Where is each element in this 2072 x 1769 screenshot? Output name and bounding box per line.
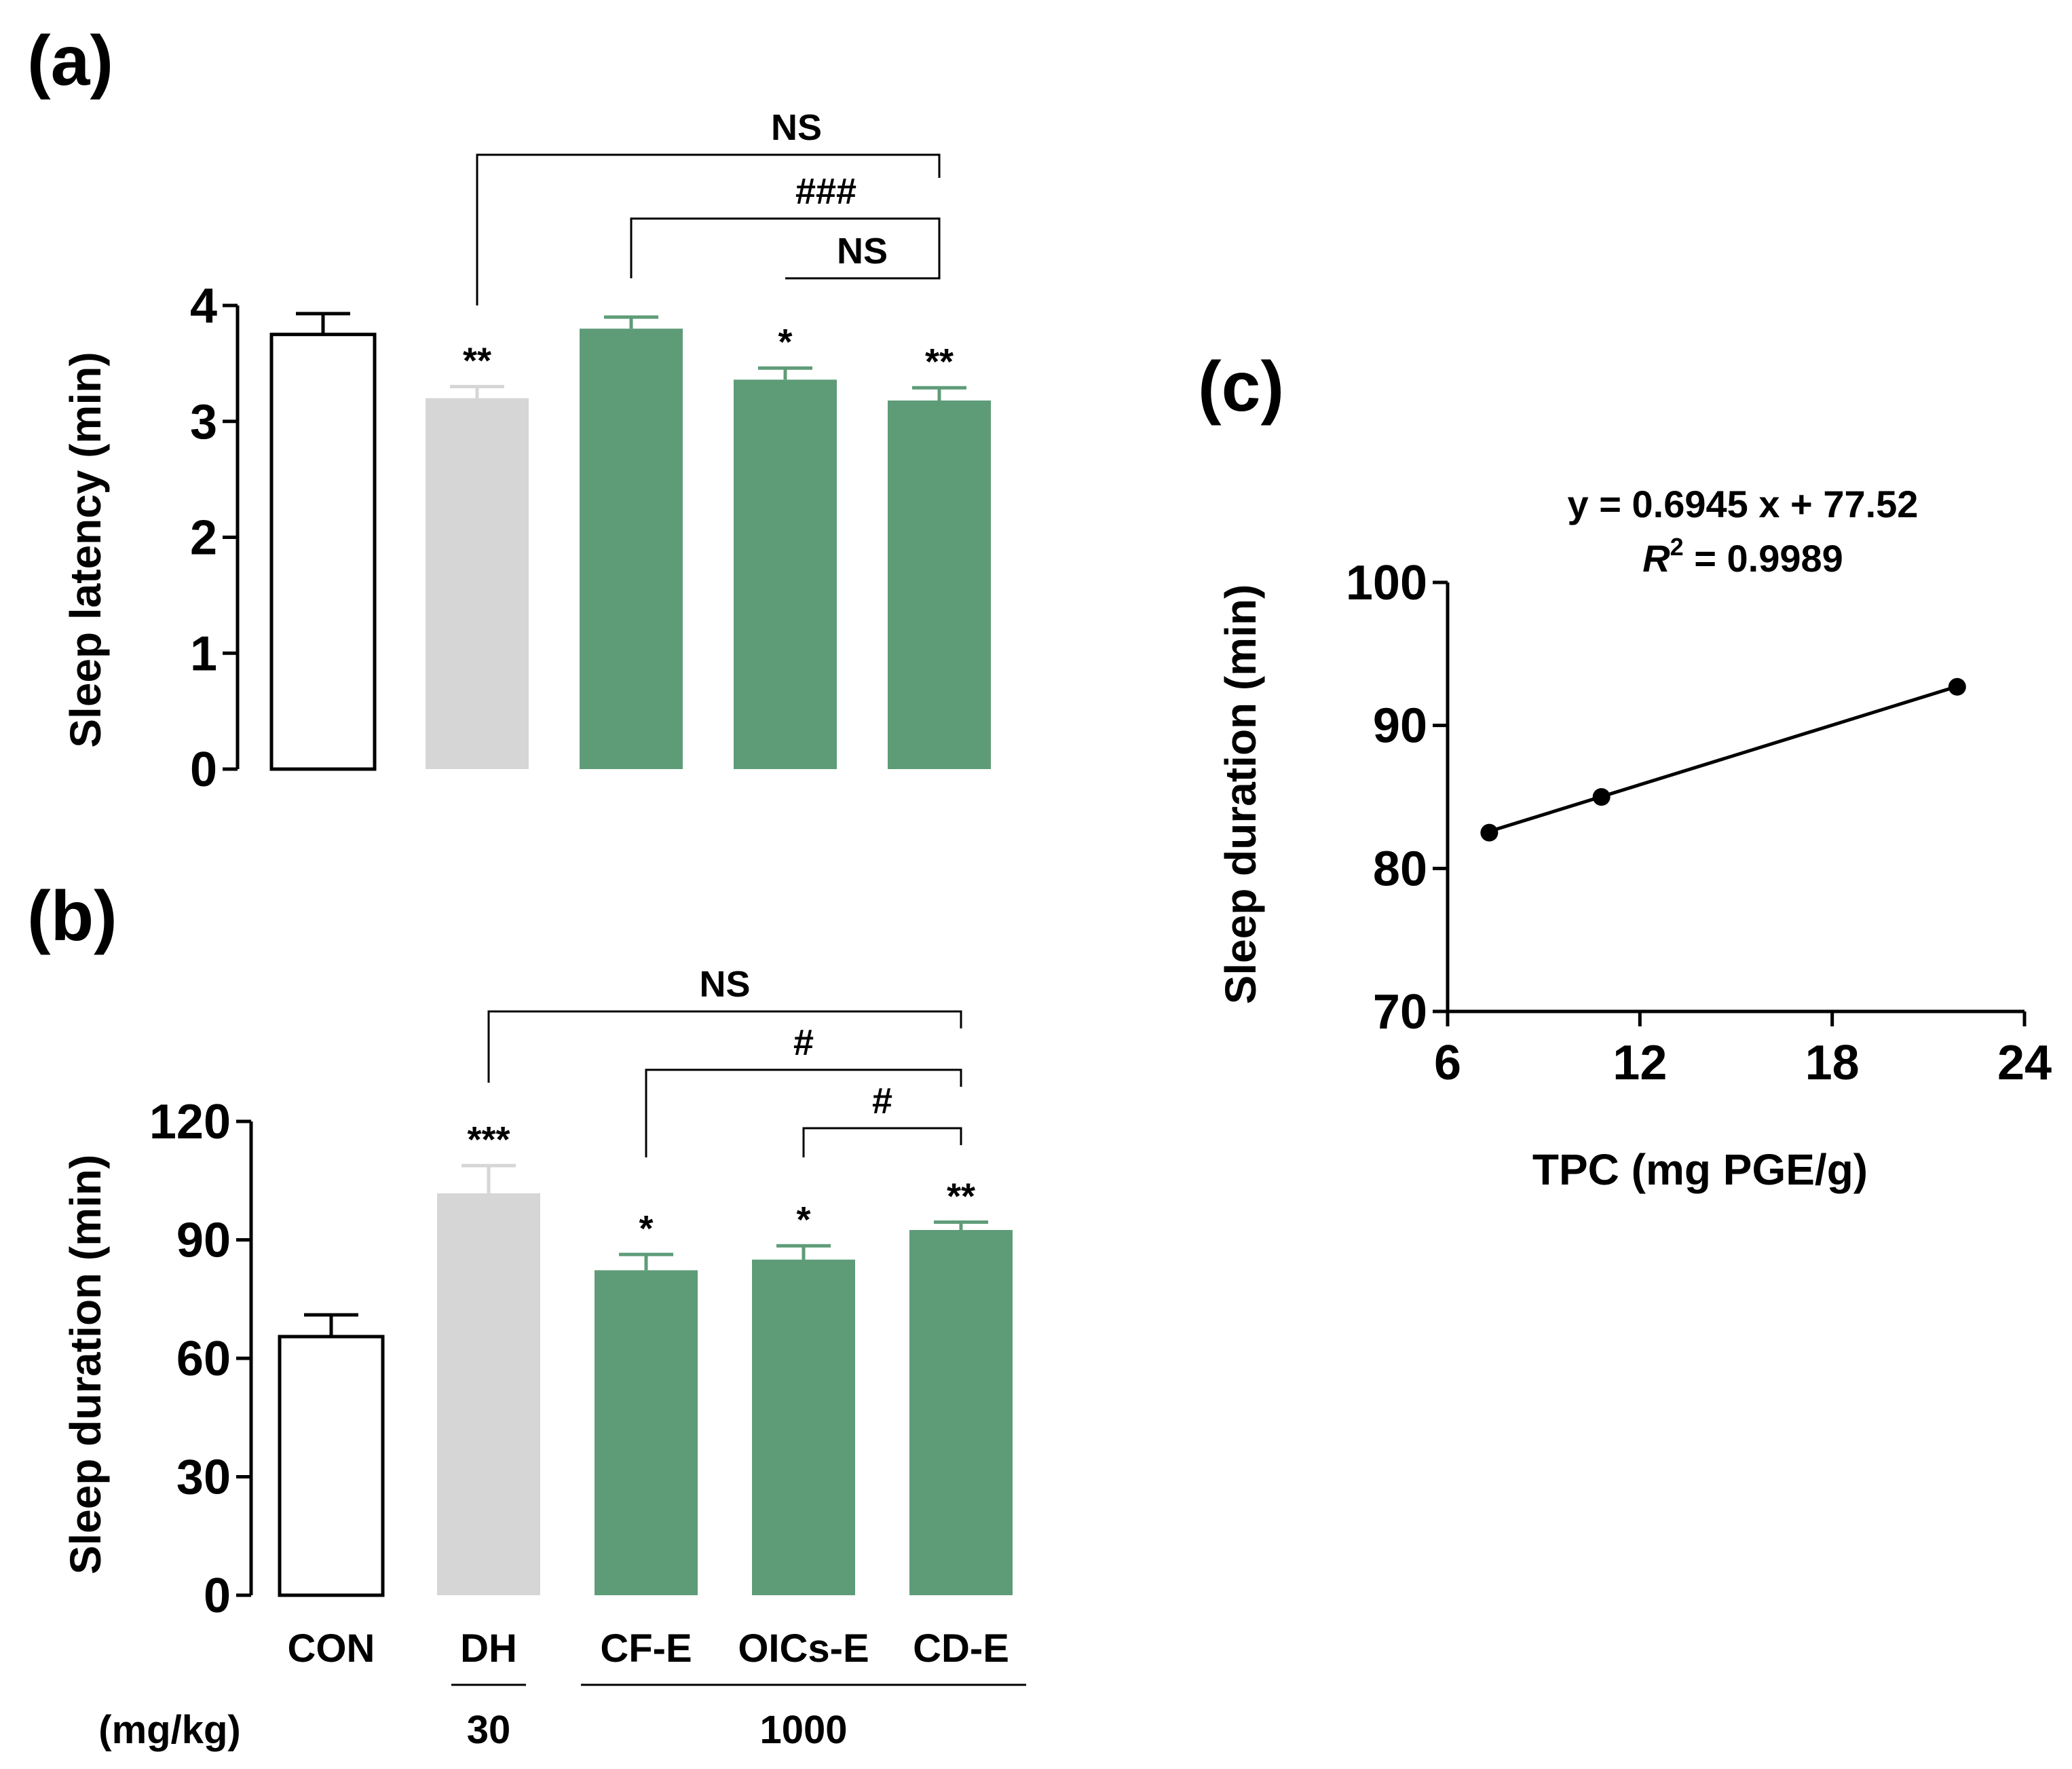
x-axis-title-c: TPC (mg PGE/g) (1532, 1145, 1868, 1194)
bar-a-con (269, 333, 377, 771)
significance-mark-b: *** (467, 1119, 510, 1160)
bar-a-cf-e (580, 329, 683, 769)
panel-label-c: (c) (1198, 348, 1284, 426)
y-axis-title-b: Sleep duration (min) (61, 1155, 110, 1575)
y-tick-label-a: 4 (190, 279, 217, 333)
comparison-bracket-b (487, 1010, 962, 1083)
dose-label: 30 (467, 1708, 511, 1752)
x-tick-label-c: 12 (1613, 1036, 1667, 1090)
dose-label: 1000 (759, 1708, 847, 1752)
r-squared-value: = 0.9989 (1684, 537, 1843, 580)
category-label: OICs-E (738, 1626, 869, 1671)
y-tick-label-b: 90 (176, 1214, 231, 1268)
regression-equation: y = 0.6945 x + 77.52 (1568, 483, 1919, 525)
comparison-bracket-a (476, 153, 941, 305)
r-superscript: 2 (1670, 533, 1684, 561)
bar-a-cd-e (888, 401, 991, 769)
bar-b-cd-e (909, 1229, 1013, 1595)
panel-label-a: (a) (27, 22, 113, 100)
bar-b-con (278, 1335, 385, 1597)
bar-a-dh (426, 398, 529, 769)
category-label: CON (288, 1626, 375, 1671)
significance-mark-a: * (778, 322, 792, 362)
bracket-label-a: NS (837, 231, 888, 272)
category-label: CF-E (600, 1626, 692, 1671)
x-tick-label-c: 6 (1434, 1036, 1461, 1090)
significance-mark-a: ** (925, 341, 954, 382)
significance-mark-b: * (796, 1199, 810, 1240)
data-point (1948, 677, 1966, 696)
bar-b-cf-e (595, 1270, 698, 1595)
y-tick-label-a: 1 (190, 627, 217, 681)
comparison-bracket-b (802, 1127, 962, 1157)
scatter-chart-c: 70 80 90 100 6 12 18 24 (1346, 556, 2052, 1090)
y-axis-title-c: Sleep duration (min) (1216, 584, 1265, 1005)
y-tick-label-b: 120 (149, 1095, 231, 1149)
bracket-label-a: ### (795, 171, 856, 212)
panel-label-b: (b) (27, 877, 117, 956)
bar-b-oics-e (752, 1259, 855, 1595)
bar-b-dh (437, 1193, 540, 1595)
data-point (1480, 823, 1499, 842)
x-tick-label-c: 18 (1805, 1036, 1860, 1090)
significance-mark-b: * (639, 1208, 653, 1249)
bracket-label-b: NS (699, 964, 750, 1005)
bracket-label-b: # (872, 1081, 892, 1121)
y-tick-label-c: 70 (1373, 985, 1427, 1039)
y-axis-title-a: Sleep latency (min) (61, 352, 110, 747)
regression-line (1488, 684, 1958, 834)
y-tick-label-b: 30 (176, 1451, 231, 1505)
y-tick-label-a: 3 (190, 395, 217, 449)
y-tick-label-a: 0 (190, 743, 217, 797)
dose-unit-label: (mg/kg) (98, 1708, 240, 1752)
y-tick-label-b: 0 (204, 1569, 231, 1623)
y-tick-label-b: 60 (176, 1332, 231, 1386)
y-tick-label-c: 80 (1373, 842, 1427, 896)
data-point (1592, 788, 1610, 806)
bracket-label-a: NS (771, 107, 822, 148)
y-tick-label-c: 90 (1373, 699, 1427, 753)
category-label: CD-E (913, 1626, 1009, 1671)
comparison-bracket-b (645, 1068, 962, 1157)
y-tick-label-a: 2 (190, 511, 217, 565)
significance-mark-b: ** (947, 1176, 975, 1216)
significance-mark-a: ** (463, 341, 491, 381)
category-label: DH (460, 1626, 517, 1671)
y-tick-label-c: 100 (1346, 556, 1427, 610)
bracket-label-b: # (793, 1022, 814, 1063)
x-tick-label-c: 24 (1997, 1036, 2052, 1090)
comparison-bracket-a (630, 217, 941, 278)
r-squared-label: R2 = 0.9989 (1642, 533, 1843, 580)
bar-a-oics-e (734, 379, 837, 769)
comparison-bracket-a (785, 242, 941, 280)
r-symbol: R (1642, 537, 1670, 580)
